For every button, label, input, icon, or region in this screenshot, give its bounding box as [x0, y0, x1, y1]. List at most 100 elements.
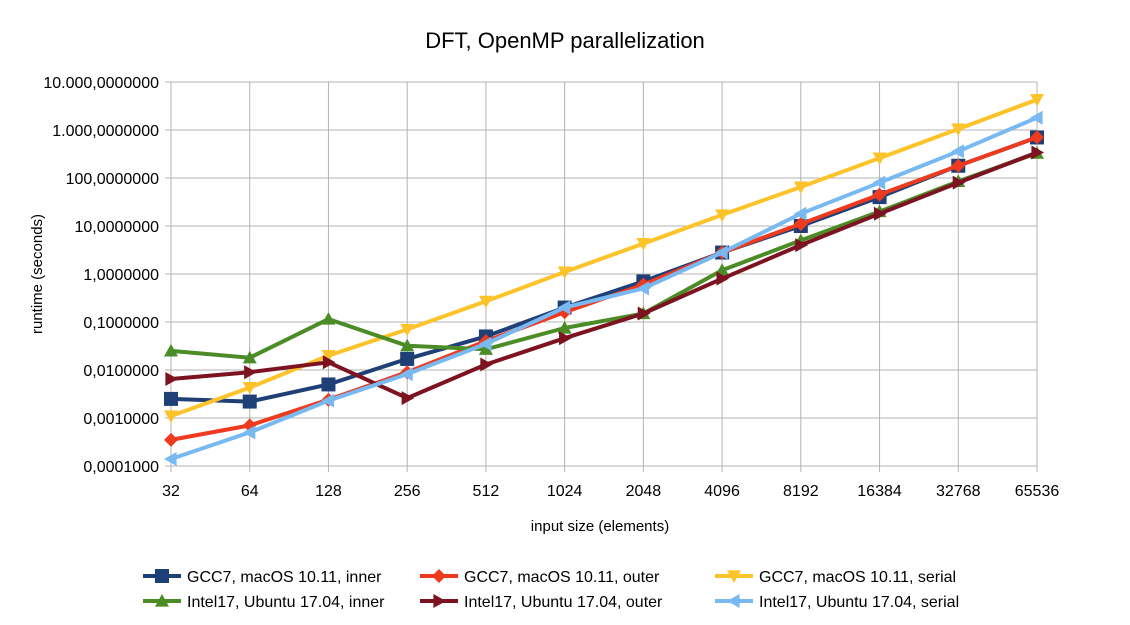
- data-point: [557, 300, 571, 315]
- data-point: [715, 209, 730, 222]
- legend-label: Intel17, Ubuntu 17.04, outer: [464, 594, 663, 611]
- data-point: [715, 245, 728, 260]
- data-point: [872, 175, 886, 190]
- data-point: [1030, 93, 1044, 107]
- x-tick-label: 32768: [936, 483, 981, 500]
- data-point: [242, 425, 256, 440]
- y-tick-label: 0,0010000: [83, 411, 159, 428]
- data-point: [242, 350, 257, 364]
- data-point: [637, 306, 651, 321]
- legend-label: GCC7, macOS 10.11, outer: [464, 569, 660, 586]
- x-tick-label: 16384: [857, 483, 902, 500]
- y-axis-ticks: 0,0001000 0,0010000 0,0100000 0,1000000 1,00…: [43, 75, 159, 476]
- data-point: [557, 266, 572, 280]
- data-point: [873, 206, 887, 221]
- x-tick-label: 256: [394, 483, 421, 500]
- data-point: [1031, 145, 1044, 160]
- data-point: [165, 371, 178, 386]
- x-tick-label: 4096: [704, 483, 740, 500]
- legend-label: Intel17, Ubuntu 17.04, inner: [187, 594, 385, 611]
- data-point: [951, 158, 966, 173]
- series-6: [164, 110, 1043, 466]
- data-point: [322, 355, 336, 370]
- series-line: [170, 115, 1038, 461]
- data-point: [321, 393, 335, 408]
- data-point: [1030, 130, 1044, 145]
- legend-item: GCC7, macOS 10.11, outer: [420, 569, 660, 586]
- x-tick-label: 65536: [1015, 483, 1060, 500]
- x-tick-label: 32: [162, 483, 180, 500]
- data-point: [636, 281, 649, 296]
- y-axis-label: runtime (seconds): [29, 214, 46, 334]
- data-point: [557, 320, 572, 334]
- data-point: [715, 263, 730, 276]
- data-point: [244, 365, 257, 380]
- data-point: [636, 237, 651, 251]
- data-point: [400, 323, 415, 337]
- data-point: [164, 343, 178, 357]
- data-point: [952, 175, 966, 190]
- series-line: [170, 150, 1038, 401]
- data-point: [559, 331, 572, 346]
- x-tick-label: 8192: [783, 483, 819, 500]
- data-point: [400, 338, 415, 352]
- legend-marker: [432, 569, 446, 583]
- y-tick-label: 1.000,0000000: [52, 123, 159, 140]
- data-point: [321, 377, 336, 392]
- data-point: [321, 312, 336, 325]
- legend-item: Intel17, Ubuntu 17.04, serial: [715, 594, 959, 611]
- data-point: [400, 367, 413, 382]
- data-point: [164, 391, 178, 406]
- data-point: [164, 432, 178, 447]
- series-line: [170, 97, 1038, 418]
- y-tick-label: 100,0000000: [66, 171, 160, 188]
- y-tick-label: 1,0000000: [83, 267, 159, 284]
- data-point: [478, 342, 493, 355]
- series-3: [164, 93, 1044, 424]
- data-point: [951, 123, 966, 136]
- x-tick-label: 128: [315, 483, 342, 500]
- data-point: [793, 217, 808, 232]
- legend-marker: [727, 594, 740, 608]
- legend-marker: [155, 594, 169, 607]
- data-point: [164, 410, 178, 424]
- x-tick-label: 64: [241, 483, 259, 500]
- series-layer: [164, 93, 1044, 466]
- data-point: [478, 336, 492, 351]
- series-5: [165, 145, 1044, 406]
- legend-item: GCC7, macOS 10.11, serial: [715, 569, 956, 586]
- legend-marker: [433, 594, 446, 608]
- data-point: [242, 394, 257, 409]
- legend-label: GCC7, macOS 10.11, serial: [759, 569, 956, 586]
- data-point: [1030, 110, 1043, 125]
- legend-marker: [727, 570, 741, 583]
- data-point: [401, 391, 415, 406]
- chart-title: DFT, OpenMP parallelization: [425, 28, 705, 53]
- y-tick-label: 0,0001000: [83, 459, 159, 476]
- x-tick-label: 512: [473, 483, 500, 500]
- data-point: [793, 181, 808, 194]
- legend-label: Intel17, Ubuntu 17.04, serial: [759, 594, 959, 611]
- x-tick-label: 2048: [626, 483, 662, 500]
- data-point: [872, 152, 887, 166]
- x-tick-label: 1024: [547, 483, 583, 500]
- data-point: [478, 295, 493, 309]
- x-axis-ticks: 32 64 128 256 512 1024 2048 4096 8192 16384 32768 6…: [162, 483, 1059, 500]
- data-point: [716, 271, 730, 286]
- y-tick-label: 0,0100000: [83, 363, 159, 380]
- x-axis-label: input size (elements): [531, 518, 669, 535]
- data-point: [795, 238, 808, 253]
- data-point: [321, 349, 336, 363]
- legend: GCC7, macOS 10.11, inner GCC7, macOS 10.1…: [143, 569, 959, 611]
- legend-label: GCC7, macOS 10.11, inner: [187, 569, 382, 586]
- legend-item: GCC7, macOS 10.11, inner: [143, 569, 382, 586]
- data-point: [400, 351, 415, 366]
- data-point: [872, 187, 887, 202]
- y-tick-label: 0,1000000: [83, 315, 159, 332]
- y-tick-label: 10,0000000: [74, 219, 159, 236]
- data-point: [951, 144, 964, 159]
- y-tick-label: 10.000,0000000: [43, 75, 159, 92]
- data-point: [242, 381, 257, 395]
- legend-marker: [155, 569, 169, 583]
